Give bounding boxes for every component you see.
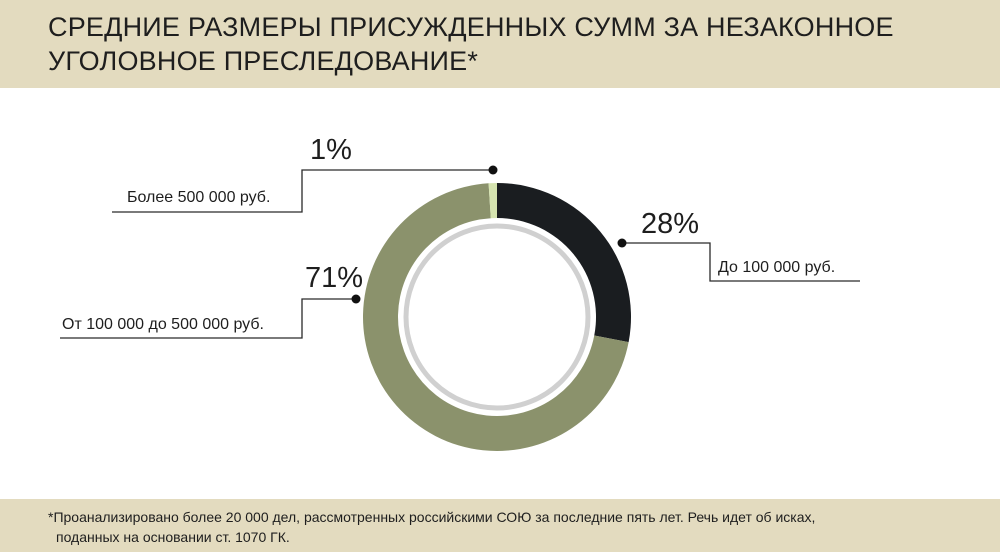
slice-value-label-100k-500k: 71%	[305, 262, 364, 294]
footnote-line-1: *Проанализировано более 20 000 дел, расс…	[48, 509, 816, 525]
donut-inner-ring	[403, 223, 591, 411]
leader-dot-under-100k	[617, 238, 627, 248]
slice-value-label-over-500k: 1%	[310, 134, 352, 166]
leader-dot-100k-500k	[351, 294, 361, 304]
donut-chart: 1% Более 500 000 руб. 28% До 100 000 руб…	[0, 88, 1000, 499]
leader-line-over-500k	[112, 169, 493, 213]
header-band: СРЕДНИЕ РАЗМЕРЫ ПРИСУЖДЕННЫХ СУММ ЗА НЕЗ…	[0, 0, 1000, 88]
leader-line-100k-500k	[60, 298, 356, 339]
footnote: *Проанализировано более 20 000 дел, расс…	[48, 507, 948, 547]
donut-chart-svg	[60, 165, 860, 452]
leader-line-under-100k	[622, 242, 860, 282]
slice-value-label-under-100k: 28%	[641, 208, 700, 240]
leader-dot-over-500k	[488, 165, 498, 175]
donut-slice-under-100k	[497, 183, 631, 343]
chart-title: СРЕДНИЕ РАЗМЕРЫ ПРИСУЖДЕННЫХ СУММ ЗА НЕЗ…	[48, 12, 894, 76]
slice-category-label-under-100k: До 100 000 руб.	[718, 259, 836, 276]
footnote-line-2: поданных на основании ст. 1070 ГК.	[56, 529, 290, 545]
donut-slice-over-500k	[488, 183, 497, 219]
slice-category-label-over-500k: Более 500 000 руб.	[127, 189, 271, 206]
slice-category-label-100k-500k: От 100 000 до 500 000 руб.	[62, 316, 264, 333]
footer-band: *Проанализировано более 20 000 дел, расс…	[0, 499, 1000, 552]
